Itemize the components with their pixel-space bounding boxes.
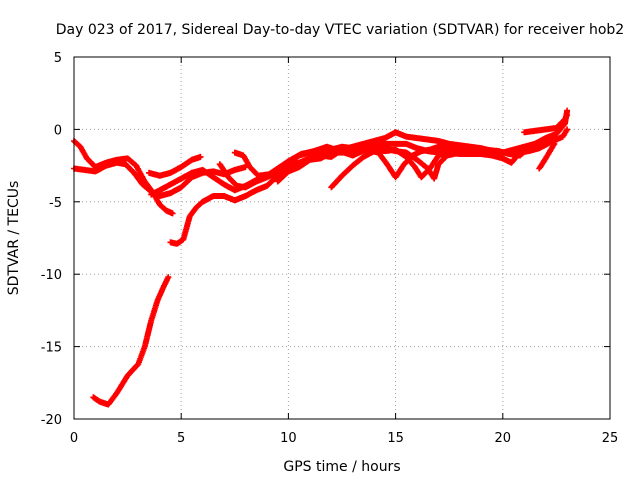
x-tick-label: 10 (280, 431, 297, 446)
tick-layer: 0 5 10 15 20 25 -20 -15 -10 -5 0 5 (41, 51, 619, 446)
series-markers (148, 166, 292, 198)
x-tick-label: 0 (70, 431, 78, 446)
x-axis-title: GPS time / hours (283, 459, 400, 475)
series-track-c (146, 153, 204, 179)
x-tick-label: 25 (602, 431, 619, 446)
data-layer (71, 107, 571, 408)
series-markers (521, 111, 571, 136)
y-tick-label: -5 (49, 196, 62, 211)
series-track-i (328, 138, 558, 191)
series-markers (328, 138, 558, 191)
x-tick-label: 15 (387, 431, 404, 446)
y-tick-label: 0 (54, 123, 62, 138)
series-markers (146, 153, 204, 179)
plot-frame (73, 56, 611, 420)
x-tick-label: 20 (495, 431, 512, 446)
series-track-d (90, 274, 172, 408)
series-track-k (148, 166, 292, 198)
x-tick-label: 5 (177, 431, 185, 446)
series-markers (90, 274, 172, 408)
y-tick-label: 5 (54, 51, 62, 66)
y-tick-label: -20 (41, 413, 62, 428)
y-tick-label: -15 (41, 341, 62, 356)
y-tick-label: -10 (41, 268, 62, 283)
grid-layer (74, 57, 610, 419)
chart-title: Day 023 of 2017, Sidereal Day-to-day VTE… (56, 22, 624, 38)
y-axis-title: SDTVAR / TECUs (6, 181, 22, 296)
series-track-j (521, 111, 571, 136)
